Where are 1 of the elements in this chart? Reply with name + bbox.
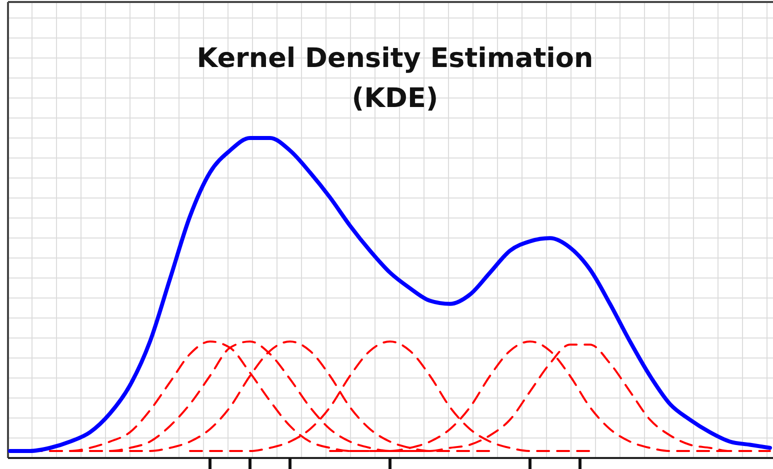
chart-title: Kernel Density Estimation (KDE) [196,43,594,114]
